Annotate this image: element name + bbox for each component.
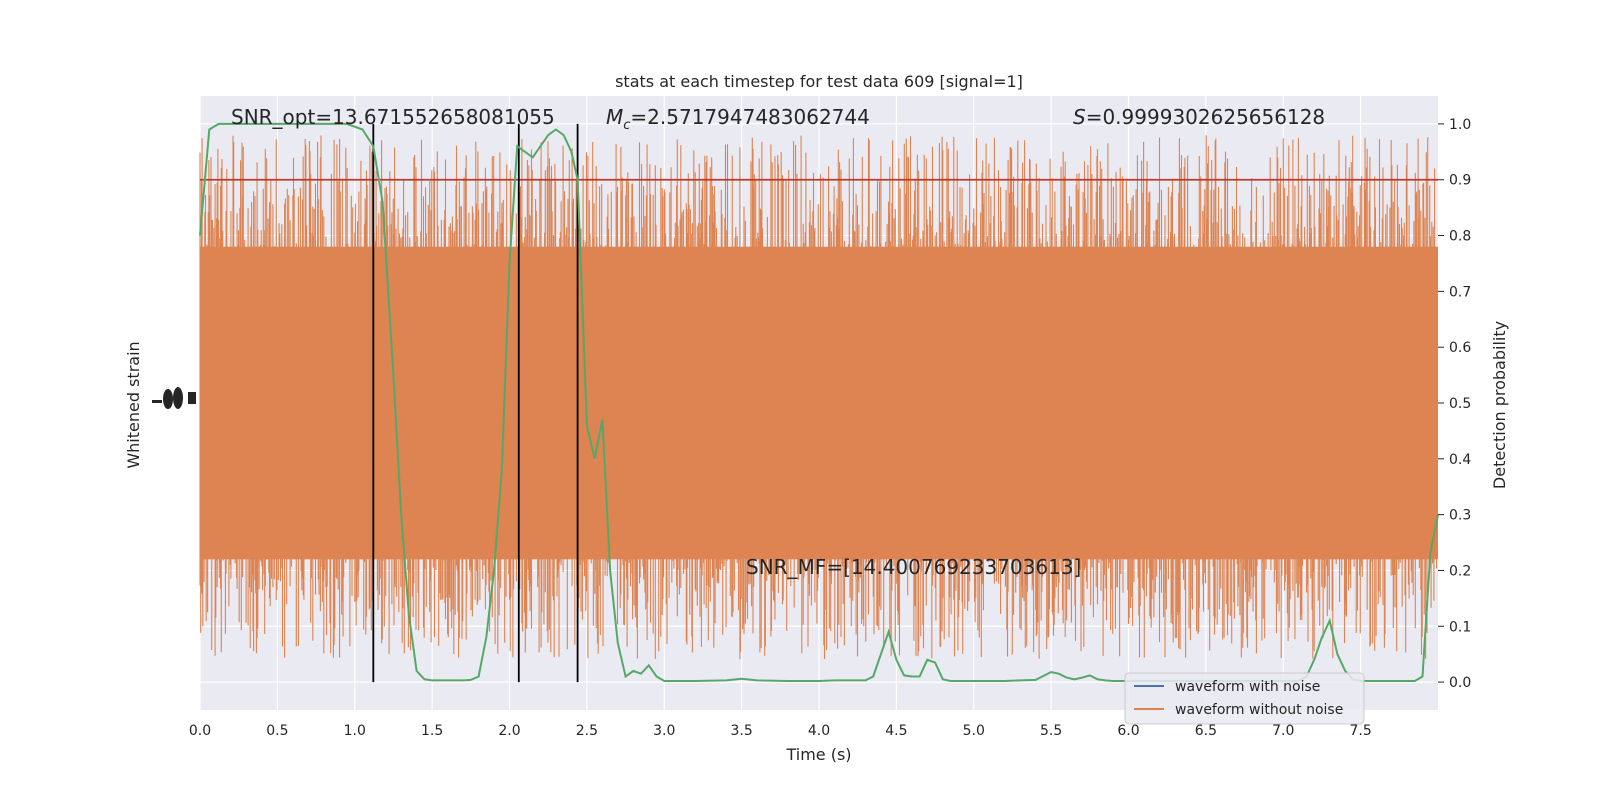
legend-box — [1124, 672, 1365, 725]
y-tick-label-10: 1.0 — [1449, 117, 1471, 133]
x-tick-labels: 0.0 0.5 1.0 1.5 2.0 2.5 3.0 3.5 4.0 4.5 5.0 5.5 6.0 6… — [189, 723, 1372, 739]
chirp-mass-symbol: M — [606, 105, 623, 129]
vertical-markers — [372, 123, 579, 683]
y-tick-labels-right: 0.0 0.1 0.2 0.3 0.4 0.5 0.6 0.7 0.8 0.9 1.0 — [1438, 117, 1471, 691]
y-tick-label-2: 0.2 — [1449, 563, 1471, 579]
x-axis-label: Time (s) — [785, 745, 851, 764]
y-tick-label-6: 0.6 — [1449, 340, 1471, 356]
x-tick-label-5: 2.5 — [576, 723, 598, 739]
annotation-s: S=0.9999302625656128 — [1073, 105, 1325, 129]
y-axis-label-left: Whitened strain — [124, 341, 143, 468]
x-tick-label-15: 7.5 — [1349, 723, 1371, 739]
noise-band-spikes — [199, 135, 1438, 660]
noise-band — [199, 135, 1438, 660]
chart-title: stats at each timestep for test data 609… — [615, 72, 1023, 91]
y-tick-label-0: 0.0 — [1449, 675, 1471, 691]
x-tick-label-11: 5.5 — [1040, 723, 1062, 739]
annotation-chirp-mass: Mc=2.5717947483062744 — [606, 105, 870, 133]
x-tick-label-0: 0.0 — [189, 723, 211, 739]
x-tick-label-1: 0.5 — [266, 723, 288, 739]
x-tick-label-2: 1.0 — [344, 723, 366, 739]
x-tick-label-12: 6.0 — [1117, 723, 1139, 739]
left-axis-ticks-cluster — [152, 387, 196, 409]
s-value: =0.9999302625656128 — [1086, 105, 1325, 129]
y-tick-label-5: 0.5 — [1449, 396, 1471, 412]
x-tick-label-4: 2.0 — [498, 723, 520, 739]
x-tick-label-13: 6.5 — [1195, 723, 1217, 739]
y-tick-label-3: 0.3 — [1449, 508, 1471, 524]
y-tick-label-8: 0.8 — [1449, 229, 1471, 245]
y-tick-label-1: 0.1 — [1449, 619, 1471, 635]
x-tick-label-6: 3.0 — [653, 723, 675, 739]
legend: waveform with noise waveform without noi… — [1124, 672, 1365, 725]
x-tick-label-9: 4.5 — [885, 723, 907, 739]
x-tick-label-3: 1.5 — [421, 723, 443, 739]
chirp-mass-value: =2.5717947483062744 — [630, 105, 869, 129]
x-tick-label-8: 4.0 — [808, 723, 830, 739]
x-tick-label-10: 5.0 — [963, 723, 985, 739]
annotation-snr-mf: SNR_MF=[14.400769233703613] — [746, 555, 1081, 579]
y-tick-label-4: 0.4 — [1449, 452, 1471, 468]
annotation-snr-opt: SNR_opt=13.671552658081055 — [231, 105, 555, 129]
y-tick-label-9: 0.9 — [1449, 173, 1471, 189]
legend-label-without-noise: waveform without noise — [1175, 702, 1343, 718]
y-axis-label-right: Detection probability — [1490, 321, 1509, 489]
s-symbol: S — [1073, 105, 1086, 129]
x-tick-label-14: 7.0 — [1272, 723, 1294, 739]
legend-label-with-noise: waveform with noise — [1175, 679, 1320, 695]
chirp-mass-subscript: c — [623, 118, 630, 133]
x-tick-label-7: 3.5 — [730, 723, 752, 739]
y-tick-label-7: 0.7 — [1449, 284, 1471, 300]
